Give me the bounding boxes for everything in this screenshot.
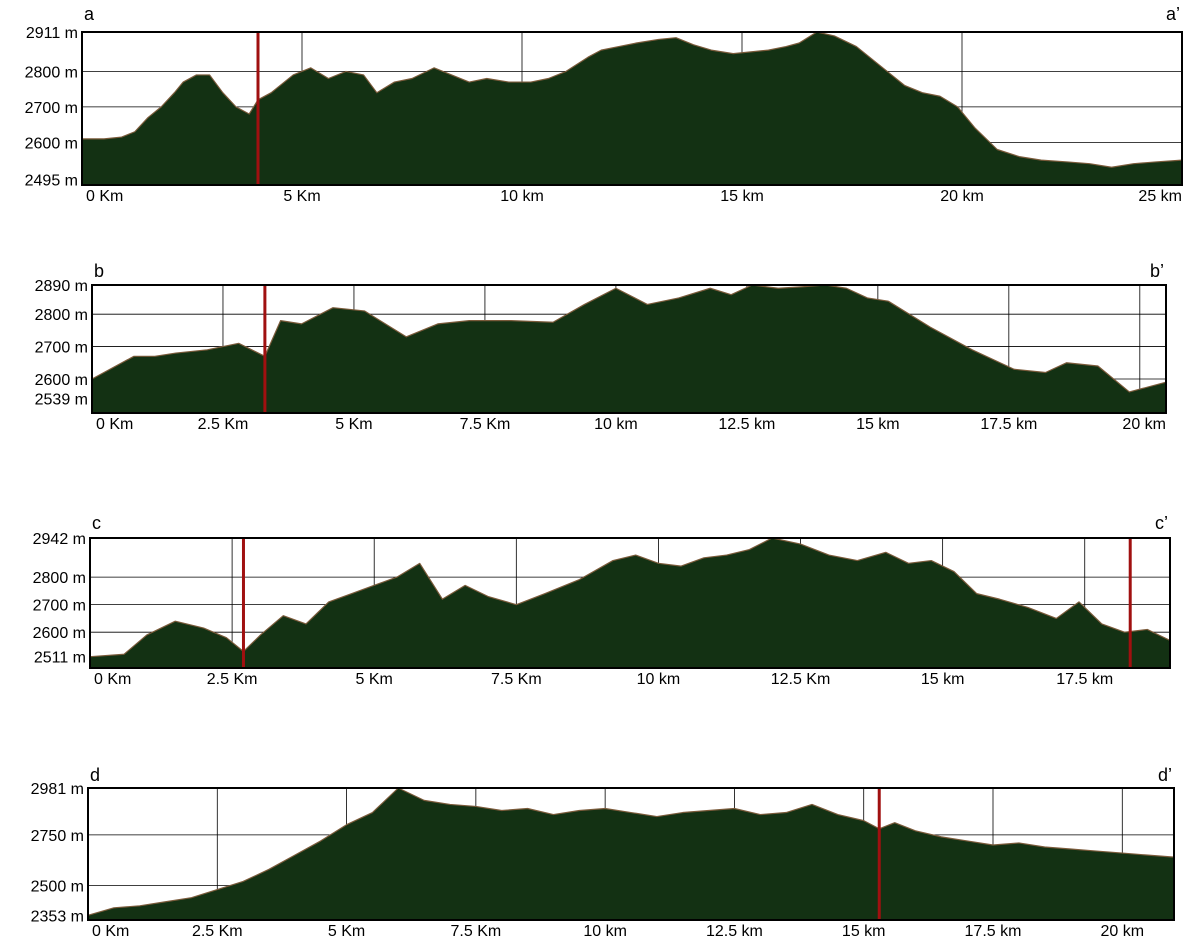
plot-frame (81, 31, 1183, 186)
x-tick-label: 10 km (583, 923, 627, 940)
x-tick-label: 0 Km (86, 188, 123, 205)
y-tick-label: 2942 m (33, 531, 86, 548)
profile-start-label: a (84, 4, 95, 24)
x-tick-label: 10 km (637, 671, 681, 688)
x-tick-label: 10 km (500, 188, 544, 205)
x-tick-label: 15 km (921, 671, 965, 688)
profile-b-svg: 2539 m 2600 m 2700 m 2800 m 2890 m 0 Km 2.5 Km… (35, 261, 1167, 433)
y-tick-label: 2600 m (33, 625, 86, 642)
profile-c: 2511 m 2600 m 2700 m 2800 m 2942 m 0 Km 2.5 Km… (0, 508, 1188, 703)
y-tick-label: 2800 m (25, 64, 78, 81)
x-tick-label: 0 Km (94, 671, 131, 688)
y-tick-label: 2981 m (31, 781, 84, 798)
x-tick-label: 17.5 km (965, 923, 1022, 940)
x-tick-label: 25 km (1138, 188, 1182, 205)
y-tick-label: 2600 m (35, 372, 88, 389)
x-tick-label: 15 km (720, 188, 764, 205)
x-tick-label: 2.5 Km (192, 923, 243, 940)
y-tick-label: 2700 m (33, 598, 86, 615)
x-tick-label: 20 km (1100, 923, 1144, 940)
x-tick-label: 0 Km (92, 923, 129, 940)
profile-start-label: c (92, 513, 101, 533)
x-tick-label: 20 km (940, 188, 984, 205)
plot-frame (91, 284, 1167, 414)
elevation-area (81, 31, 1183, 186)
profile-end-label: a’ (1166, 4, 1180, 24)
x-tick-label: 7.5 Km (491, 671, 542, 688)
x-tick-label: 12.5 Km (771, 671, 831, 688)
profile-start-label: b (94, 261, 104, 281)
elevation-area (87, 787, 1175, 921)
x-tick-label: 12.5 km (706, 923, 763, 940)
elevation-area (91, 284, 1167, 414)
y-tick-label: 2800 m (33, 570, 86, 587)
y-tick-label: 2700 m (35, 340, 88, 357)
x-tick-label: 5 Km (356, 671, 393, 688)
profile-start-label: d (90, 765, 100, 785)
x-tick-label: 5 Km (283, 188, 320, 205)
y-tick-label: 2539 m (35, 392, 88, 409)
profile-d: 2353 m 2500 m 2750 m 2981 m 0 Km 2.5 Km 5 Km 7.… (0, 763, 1188, 943)
x-tick-label: 2.5 Km (207, 671, 258, 688)
elevation-area (89, 537, 1171, 669)
x-tick-label: 7.5 Km (451, 923, 502, 940)
profile-a: 2495 m 2600 m 2700 m 2800 m 2911 m 0 Km 5 Km 10… (0, 0, 1188, 225)
y-tick-label: 2750 m (31, 828, 84, 845)
x-tick-label: 12.5 km (718, 416, 775, 433)
x-tick-label: 5 Km (328, 923, 365, 940)
plot-frame (87, 787, 1175, 921)
y-tick-label: 2600 m (25, 135, 78, 152)
x-tick-label: 2.5 Km (198, 416, 249, 433)
x-tick-label: 17.5 km (1056, 671, 1113, 688)
profile-end-label: c’ (1155, 513, 1168, 533)
y-tick-label: 2511 m (34, 650, 86, 667)
x-tick-label: 10 km (594, 416, 638, 433)
y-tick-label: 2911 m (26, 25, 78, 42)
x-tick-label: 20 km (1122, 416, 1166, 433)
y-tick-label: 2800 m (35, 307, 88, 324)
x-tick-label: 0 Km (96, 416, 133, 433)
plot-frame (89, 537, 1171, 669)
y-tick-label: 2495 m (25, 173, 78, 190)
y-tick-label: 2890 m (35, 278, 88, 295)
x-tick-label: 7.5 Km (460, 416, 511, 433)
x-tick-label: 5 Km (335, 416, 372, 433)
profile-d-svg: 2353 m 2500 m 2750 m 2981 m 0 Km 2.5 Km 5 Km 7.… (31, 765, 1175, 940)
x-tick-label: 17.5 km (980, 416, 1037, 433)
profile-end-label: d’ (1158, 765, 1172, 785)
x-tick-label: 15 km (842, 923, 886, 940)
y-tick-label: 2353 m (31, 908, 84, 925)
y-tick-label: 2500 m (31, 879, 84, 896)
x-tick-label: 15 km (856, 416, 900, 433)
profile-end-label: b’ (1150, 261, 1164, 281)
profile-a-svg: 2495 m 2600 m 2700 m 2800 m 2911 m 0 Km 5 Km 10… (25, 4, 1183, 205)
y-tick-label: 2700 m (25, 100, 78, 117)
profile-b: 2539 m 2600 m 2700 m 2800 m 2890 m 0 Km 2.5 Km… (0, 255, 1188, 450)
profile-c-svg: 2511 m 2600 m 2700 m 2800 m 2942 m 0 Km 2.5 Km… (33, 513, 1171, 688)
